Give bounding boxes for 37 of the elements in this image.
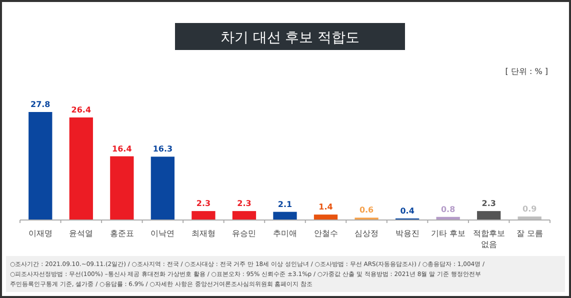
data-label: 2.1 [278,200,293,209]
x-tick-label: 기타 후보 [430,229,466,238]
x-tick-label: 안철수 [314,229,338,238]
data-label: 27.8 [30,100,51,109]
data-label: 2.3 [196,199,211,208]
x-tick-label: 유승민 [232,229,256,238]
bar [110,156,134,220]
x-tick-label: 최재형 [191,229,216,238]
data-label: 16.4 [112,144,132,154]
data-label: 0.9 [522,204,538,214]
bar [150,156,175,220]
bar [232,211,256,220]
x-tick-label: 박용진 [395,229,420,238]
data-label: 16.3 [152,144,173,154]
x-tick-label: 적합후보 없음 [472,229,505,249]
bar [28,112,52,220]
bar [477,211,501,220]
chart-subtitle: [ 단위 : % ] [505,67,548,76]
bar [273,212,297,220]
data-label: 2.3 [237,199,252,208]
bar [69,117,93,220]
x-tick-label: 심상정 [354,229,379,238]
data-label: 0.6 [359,206,374,215]
data-label: 0.4 [400,206,415,216]
x-tick-label: 이낙연 [150,229,175,238]
bar [314,214,338,220]
x-tick-label: 잘 모름 [516,229,543,238]
chart-title: 차기 대선 후보 적합도 [220,30,360,46]
data-label: 2.3 [482,199,496,208]
bar [192,211,216,220]
x-tick-label: 윤석열 [69,229,94,238]
data-label: 0.8 [440,204,456,214]
x-tick-label: 이재명 [28,229,52,238]
x-tick-label: 추미애 [273,229,297,238]
x-tick-label: 홍준표 [110,229,134,238]
data-label: 26.4 [71,105,92,114]
data-label: 1.4 [318,202,334,212]
